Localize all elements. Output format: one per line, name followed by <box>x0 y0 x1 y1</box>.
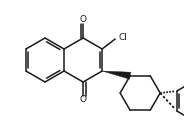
Text: Cl: Cl <box>119 33 128 43</box>
Text: O: O <box>80 16 87 25</box>
Text: O: O <box>80 95 87 105</box>
Polygon shape <box>102 71 131 79</box>
